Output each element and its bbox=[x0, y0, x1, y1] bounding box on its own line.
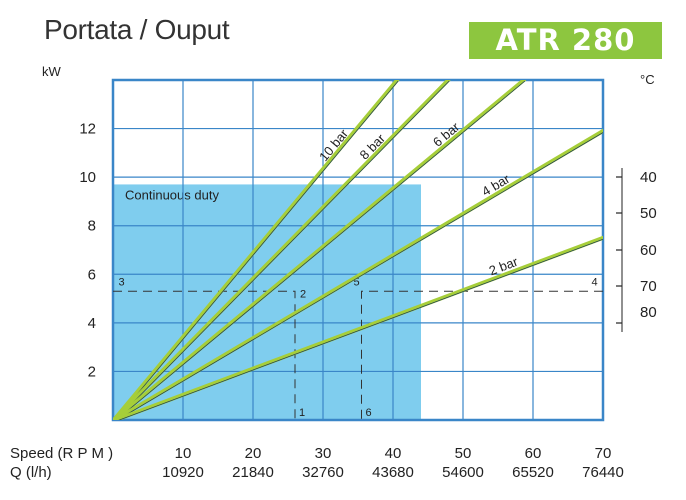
y2-axis-label: °C bbox=[640, 72, 655, 87]
curve-shadow bbox=[115, 80, 526, 420]
guide-point-label: 4 bbox=[592, 276, 598, 288]
curve-8-bar bbox=[113, 80, 451, 420]
x-tick-label-speed: 40 bbox=[385, 445, 402, 462]
x-tick-label-speed: 30 bbox=[315, 445, 332, 462]
dashed-guide bbox=[361, 290, 603, 420]
x-tick-label-speed: 60 bbox=[525, 445, 542, 462]
y-tick-label: 6 bbox=[88, 266, 96, 283]
y-axis-label: kW bbox=[42, 64, 62, 79]
y-tick-label: 12 bbox=[79, 121, 96, 138]
x-tick-label-flow: 43680 bbox=[372, 464, 414, 481]
curve-2-bar bbox=[113, 235, 603, 420]
x-tick-label-flow: 76440 bbox=[582, 464, 624, 481]
y-tick-label: 10 bbox=[79, 169, 96, 186]
y2-tick-label: 40 bbox=[640, 169, 657, 186]
x-tick-label-flow: 32760 bbox=[302, 464, 344, 481]
curve-4-bar bbox=[113, 129, 603, 420]
continuous-duty-label: Continuous duty bbox=[125, 187, 219, 202]
x-tick-label-speed: 50 bbox=[455, 445, 472, 462]
x-tick-label-flow: 65520 bbox=[512, 464, 554, 481]
x-tick-label-speed: 70 bbox=[595, 445, 612, 462]
plot-border bbox=[111, 78, 605, 422]
curve-shadow bbox=[115, 80, 450, 420]
x-tick-label-flow: 21840 bbox=[232, 464, 274, 481]
dashed-guide bbox=[113, 290, 296, 420]
guide-point-label: 6 bbox=[366, 407, 372, 419]
guide-point-label: 3 bbox=[119, 276, 125, 288]
y2-tick-label: 80 bbox=[640, 304, 657, 321]
guide-point-label: 2 bbox=[300, 288, 306, 300]
curve-6-bar bbox=[113, 80, 526, 420]
curve-10-bar bbox=[113, 80, 400, 420]
model-badge: ATR 280 bbox=[469, 22, 662, 59]
y2-tick-label: 50 bbox=[640, 205, 657, 222]
curve-shadow bbox=[115, 80, 399, 420]
page-title: Portata / Ouput bbox=[44, 14, 230, 45]
x-tick-label-speed: 10 bbox=[175, 445, 192, 462]
y-tick-label: 4 bbox=[88, 315, 96, 332]
speed-row-label: Speed (R P M ) bbox=[10, 445, 113, 462]
guide-point-label: 5 bbox=[354, 276, 360, 288]
x-tick-label-speed: 20 bbox=[245, 445, 262, 462]
curves bbox=[113, 80, 603, 420]
x-tick-label-flow: 54600 bbox=[442, 464, 484, 481]
x-tick-label-flow: 10920 bbox=[162, 464, 204, 481]
flow-row-label: Q (l/h) bbox=[10, 464, 52, 481]
y-tick-label: 8 bbox=[88, 218, 96, 235]
curve-shadow bbox=[116, 132, 603, 420]
y-tick-label: 2 bbox=[88, 363, 96, 380]
guide-point-label: 1 bbox=[299, 407, 305, 419]
curve-shadow bbox=[118, 238, 603, 420]
y2-tick-label: 70 bbox=[640, 278, 657, 295]
y2-tick-label: 60 bbox=[640, 242, 657, 259]
